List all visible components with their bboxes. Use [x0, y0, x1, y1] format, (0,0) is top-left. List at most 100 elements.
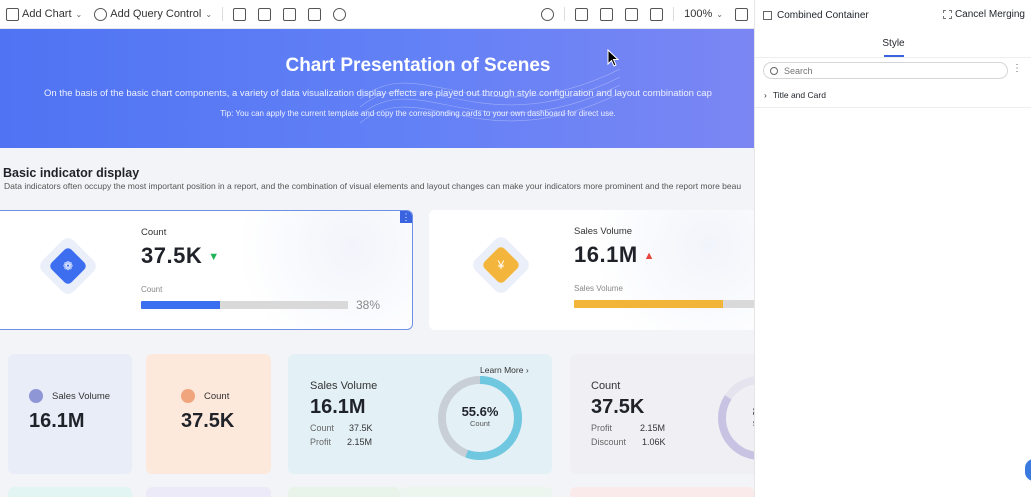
add-query-control-button[interactable]: Add Query Control ⌄	[88, 0, 218, 28]
divider	[564, 7, 566, 21]
detail-value: 16.1M	[310, 396, 366, 418]
table-icon	[735, 7, 748, 21]
card-background	[212, 211, 412, 329]
palette-icon	[541, 7, 555, 21]
chevron-down-icon: ⌄	[716, 9, 723, 19]
tab-icon	[258, 7, 272, 21]
kpi-card-count[interactable]: Count 37.5K	[146, 354, 271, 474]
panel-header: Combined Container	[755, 0, 1031, 31]
panel-title: Combined Container	[777, 10, 869, 21]
chevron-down-icon: ⌄	[75, 9, 83, 19]
divider	[222, 7, 224, 21]
settings-button[interactable]	[729, 7, 754, 21]
cancel-merging-label: Cancel Merging	[954, 9, 1025, 20]
document-icon	[575, 7, 589, 21]
chevron-down-icon: ⌄	[205, 9, 213, 19]
search-box[interactable]	[763, 62, 1008, 79]
detail-card-count[interactable]: Count 37.5K Profit 2.15M Discount 1.06K …	[570, 354, 754, 474]
zoom-select[interactable]: 100% ⌄	[678, 8, 729, 20]
ring-chart	[438, 376, 522, 460]
indicator-label: Count	[141, 227, 167, 238]
wave-decoration	[360, 68, 620, 124]
ring-chart	[718, 376, 754, 460]
ring-percent: 55.6%	[461, 404, 499, 419]
link-tool-button[interactable]	[327, 0, 352, 28]
card-background	[569, 210, 754, 330]
indicator-value-text: 37.5K	[141, 243, 203, 268]
progress-fill	[574, 300, 724, 308]
store-button[interactable]	[594, 7, 619, 21]
detail-card-sales-volume[interactable]: Sales Volume 16.1M Count 37.5K Profit 2.…	[288, 354, 552, 474]
container-icon	[763, 11, 772, 20]
section-description: Data indicators often occupy the most im…	[4, 181, 742, 191]
banner-title: Chart Presentation of Scenes	[285, 55, 551, 76]
tab-tool-button[interactable]	[252, 0, 277, 28]
banner: Chart Presentation of Scenes On the basi…	[0, 29, 754, 148]
help-float-button[interactable]	[1025, 459, 1031, 481]
dashboard-canvas[interactable]: Chart Presentation of Scenes On the basi…	[0, 29, 754, 497]
divider	[755, 107, 1031, 108]
divider	[755, 57, 1031, 58]
search-input[interactable]	[782, 64, 982, 77]
card-peek	[400, 487, 552, 497]
more-options-icon[interactable]: ⋮	[1012, 63, 1022, 74]
detail-val: 2.15M	[347, 437, 373, 447]
chart-icon	[6, 7, 19, 21]
image-icon	[308, 7, 322, 21]
kpi-label: Count	[204, 391, 230, 402]
check-button[interactable]	[644, 7, 669, 21]
ring-arc	[438, 376, 522, 460]
kpi-value: 16.1M	[29, 410, 85, 432]
indicator-card-count[interactable]: ❁ Count 37.5K ▼ Count 38% ⋮	[0, 210, 413, 330]
cancel-merging-button[interactable]: Cancel Merging	[942, 9, 1025, 20]
checklist-icon	[650, 7, 664, 21]
top-toolbar: Add Chart ⌄ Add Query Control ⌄ 100% ⌄	[0, 0, 754, 29]
tab-active-indicator	[884, 55, 904, 57]
chevron-right-icon: ›	[525, 365, 529, 375]
detail-value: 37.5K	[591, 396, 645, 418]
indicator-card-sales-volume[interactable]: ¥ Sales Volume 16.1M ▲ Sales Volume	[429, 210, 754, 330]
more-options-icon[interactable]: ⋮	[400, 211, 412, 223]
progress-bar	[574, 300, 754, 308]
add-query-control-label: Add Query Control	[110, 8, 202, 20]
store-icon	[600, 7, 614, 21]
indicator-value: 37.5K ▼	[141, 243, 220, 269]
card-peek	[288, 487, 400, 497]
banner-description: On the basis of the basic chart componen…	[44, 88, 712, 99]
tab-style[interactable]: Style	[882, 38, 905, 49]
progress-bar	[141, 301, 348, 309]
add-chart-button[interactable]: Add Chart ⌄	[0, 0, 88, 28]
image-tool-button[interactable]	[302, 0, 327, 28]
layout-tool-button[interactable]	[227, 0, 252, 28]
tree-item-title-and-card[interactable]: › Title and Card	[764, 90, 826, 100]
divider	[673, 7, 675, 21]
kpi-label: Sales Volume	[52, 391, 111, 402]
ring-label: Sale	[716, 419, 754, 428]
learn-more-link[interactable]: Learn More ›	[480, 365, 529, 375]
detail-key: Profit	[591, 423, 613, 433]
detail-key: Profit	[310, 437, 332, 447]
kpi-card-sales-volume[interactable]: Sales Volume 16.1M	[8, 354, 132, 474]
layout-icon	[233, 7, 247, 21]
theme-button[interactable]	[535, 7, 560, 21]
trend-up-icon: ▲	[643, 250, 656, 262]
add-chart-label: Add Chart	[22, 8, 72, 20]
tag-icon	[29, 389, 43, 403]
ring-label: Count	[469, 419, 490, 428]
banner-tip: Tip: You can apply the current template …	[220, 109, 616, 118]
progress-percent: 38%	[356, 298, 381, 312]
card-peek	[570, 487, 754, 497]
detail-val: 1.06K	[642, 437, 666, 447]
card-peek	[146, 487, 271, 497]
properties-panel: Combined Container Cancel Merging Style …	[754, 0, 1031, 497]
ring-center: 55.6% Count	[436, 404, 524, 428]
trend-down-icon: ▼	[208, 251, 220, 263]
report-button[interactable]	[569, 7, 594, 21]
text-tool-button[interactable]	[277, 0, 302, 28]
preview-icon	[625, 7, 639, 21]
detail-key: Count	[310, 423, 335, 433]
unmerge-icon	[942, 10, 952, 19]
preview-button[interactable]	[619, 7, 644, 21]
learn-more-label: Learn More	[480, 365, 524, 375]
text-icon	[283, 7, 297, 21]
